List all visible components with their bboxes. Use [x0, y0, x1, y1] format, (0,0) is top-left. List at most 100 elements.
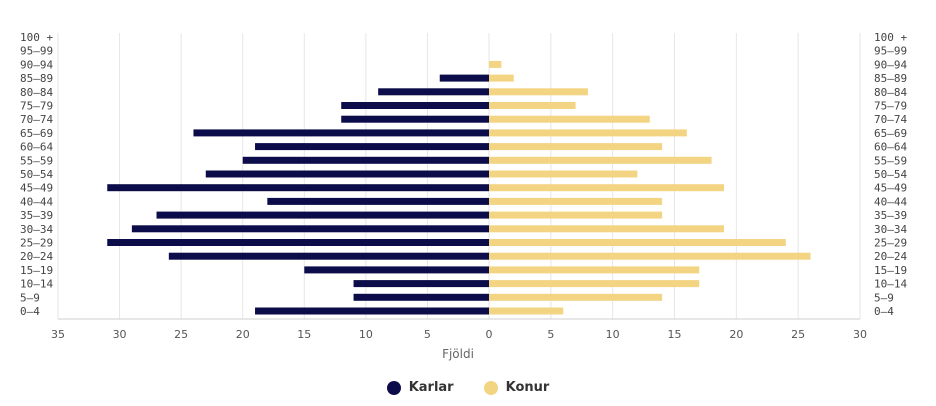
legend-swatch-konur — [483, 380, 498, 395]
age-label-right: 35–39 — [874, 209, 907, 222]
x-tick-label: 10 — [359, 328, 373, 341]
age-label-left: 30–34 — [20, 223, 53, 236]
legend-label-konur: Konur — [505, 380, 550, 395]
age-label-left: 40–44 — [20, 195, 53, 208]
age-label-left: 60–64 — [20, 141, 53, 154]
age-label-left: 10–14 — [20, 278, 53, 291]
bar-konur-85–89[interactable] — [489, 74, 514, 82]
bar-karlar-40–44[interactable] — [267, 197, 489, 205]
bar-karlar-85–89[interactable] — [439, 74, 489, 82]
bar-konur-30–34[interactable] — [489, 225, 724, 233]
age-label-right: 75–79 — [874, 100, 907, 113]
age-label-left: 80–84 — [20, 86, 53, 99]
bar-karlar-25–29[interactable] — [107, 239, 489, 246]
age-label-right: 45–49 — [874, 182, 907, 195]
bar-konur-15–19[interactable] — [489, 266, 700, 274]
age-label-right: 5–9 — [874, 291, 894, 304]
bar-konur-5–9[interactable] — [489, 293, 663, 301]
bar-karlar-50–54[interactable] — [205, 170, 489, 178]
bar-karlar-15–19[interactable] — [304, 266, 489, 274]
age-labels-right: 0–45–910–1415–1920–2425–2930–3435–3940–4… — [874, 31, 907, 318]
legend-label-karlar: Karlar — [408, 380, 454, 395]
age-label-left: 45–49 — [20, 182, 53, 195]
bar-konur-90–94[interactable] — [489, 60, 502, 68]
age-label-right: 0–4 — [874, 305, 894, 318]
age-label-left: 20–24 — [20, 250, 53, 263]
x-axis-ticks: 35 30 25 20 15 10 5 0 5 10 15 20 25 30 — [51, 328, 867, 341]
bar-konur-45–49[interactable] — [489, 184, 724, 192]
bar-konur-10–14[interactable] — [489, 280, 700, 288]
bar-karlar-10–14[interactable] — [353, 280, 489, 288]
x-tick-label: 25 — [791, 328, 805, 341]
x-tick-label: 35 — [51, 328, 65, 341]
age-label-right: 10–14 — [874, 278, 907, 291]
x-tick-label: 25 — [174, 328, 188, 341]
age-label-right: 100 + — [874, 31, 907, 44]
bar-konur-25–29[interactable] — [489, 239, 786, 246]
bar-konur-50–54[interactable] — [489, 170, 638, 178]
age-label-left: 0–4 — [20, 305, 40, 318]
age-label-right: 90–94 — [874, 58, 907, 71]
age-label-left: 50–54 — [20, 168, 53, 181]
bar-konur-0–4[interactable] — [489, 307, 564, 315]
age-label-right: 50–54 — [874, 168, 907, 181]
bar-konur-65–69[interactable] — [489, 129, 687, 137]
bar-karlar-35–39[interactable] — [156, 211, 489, 219]
age-label-left: 65–69 — [20, 127, 53, 140]
x-axis-label: Fjöldi — [442, 347, 474, 361]
bar-karlar-45–49[interactable] — [107, 184, 489, 192]
age-label-left: 95–99 — [20, 45, 53, 58]
age-label-right: 30–34 — [874, 223, 907, 236]
x-tick-label: 0 — [486, 328, 493, 341]
bar-karlar-80–84[interactable] — [378, 88, 489, 96]
age-label-left: 55–59 — [20, 154, 53, 167]
x-tick-label: 20 — [236, 328, 250, 341]
age-label-right: 80–84 — [874, 86, 907, 99]
bar-karlar-55–59[interactable] — [242, 156, 489, 164]
x-tick-label: 15 — [297, 328, 311, 341]
bar-karlar-20–24[interactable] — [168, 252, 490, 260]
age-label-left: 35–39 — [20, 209, 53, 222]
age-label-right: 25–29 — [874, 237, 907, 250]
age-label-right: 95–99 — [874, 45, 907, 58]
bar-karlar-30–34[interactable] — [131, 225, 489, 233]
legend-swatch-karlar — [386, 380, 401, 395]
x-tick-label: 20 — [729, 328, 743, 341]
bar-konur-60–64[interactable] — [489, 143, 663, 151]
age-label-right: 60–64 — [874, 141, 907, 154]
bar-konur-35–39[interactable] — [489, 211, 663, 219]
legend-item-karlar[interactable]: Karlar — [386, 380, 454, 395]
bar-konur-55–59[interactable] — [489, 156, 712, 164]
age-labels-left: 0–45–910–1415–1920–2425–2930–3435–3940–4… — [20, 31, 53, 318]
age-label-left: 75–79 — [20, 100, 53, 113]
x-tick-label: 10 — [606, 328, 620, 341]
age-label-left: 85–89 — [20, 72, 53, 85]
age-label-right: 55–59 — [874, 154, 907, 167]
bar-karlar-65–69[interactable] — [193, 129, 489, 137]
x-tick-label: 30 — [113, 328, 127, 341]
age-label-left: 15–19 — [20, 264, 53, 277]
bar-karlar-75–79[interactable] — [341, 102, 489, 109]
bar-konur-20–24[interactable] — [489, 252, 811, 260]
age-label-right: 15–19 — [874, 264, 907, 277]
bar-konur-70–74[interactable] — [489, 115, 650, 123]
legend-item-konur[interactable]: Konur — [483, 380, 550, 395]
age-label-right: 20–24 — [874, 250, 907, 263]
x-tick-label: 5 — [547, 328, 554, 341]
age-label-left: 70–74 — [20, 113, 53, 126]
x-tick-label: 30 — [853, 328, 867, 341]
bar-konur-75–79[interactable] — [489, 102, 576, 109]
age-label-left: 90–94 — [20, 58, 53, 71]
age-label-right: 40–44 — [874, 195, 907, 208]
age-label-right: 65–69 — [874, 127, 907, 140]
x-tick-label: 15 — [668, 328, 682, 341]
bar-karlar-5–9[interactable] — [353, 293, 489, 301]
bar-karlar-70–74[interactable] — [341, 115, 489, 123]
age-label-right: 70–74 — [874, 113, 907, 126]
bar-karlar-0–4[interactable] — [255, 307, 489, 315]
age-label-left: 100 + — [20, 31, 53, 44]
bar-konur-40–44[interactable] — [489, 197, 663, 205]
age-label-left: 25–29 — [20, 237, 53, 250]
bar-karlar-60–64[interactable] — [255, 143, 489, 151]
bar-konur-80–84[interactable] — [489, 88, 588, 96]
